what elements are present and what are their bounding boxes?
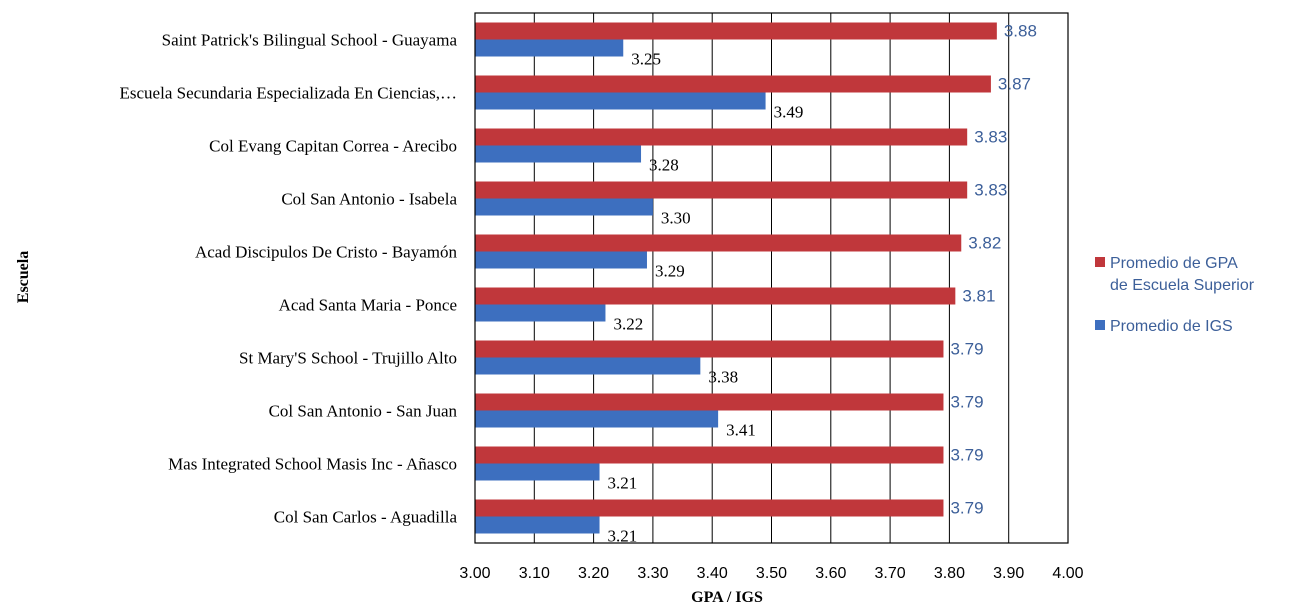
x-tick-label: 4.00 xyxy=(1052,565,1083,582)
data-label-igs: 3.21 xyxy=(608,527,638,546)
x-tick-label: 3.90 xyxy=(993,565,1024,582)
bar-gpa xyxy=(475,181,968,199)
bar-gpa xyxy=(475,340,944,358)
x-tick-label: 3.30 xyxy=(637,565,668,582)
bar-igs xyxy=(475,357,701,375)
category-label: Acad Santa Maria - Ponce xyxy=(279,296,457,315)
legend-label: de Escuela Superior xyxy=(1110,277,1255,294)
y-axis-title: Escuela xyxy=(15,251,32,303)
bar-gpa xyxy=(475,287,956,305)
bar-igs xyxy=(475,251,647,269)
x-tick-label: 3.40 xyxy=(697,565,728,582)
category-label: Mas Integrated School Masis Inc - Añasco xyxy=(168,455,457,474)
bar-gpa xyxy=(475,75,991,93)
plot-frame xyxy=(474,12,1069,544)
bar-igs xyxy=(475,198,653,216)
data-label-igs: 3.30 xyxy=(661,209,691,228)
data-label-gpa: 3.82 xyxy=(968,234,1001,253)
data-label-igs: 3.22 xyxy=(613,315,643,334)
x-tick-label: 3.50 xyxy=(756,565,787,582)
data-label-igs: 3.29 xyxy=(655,262,685,281)
category-label: Col San Antonio - San Juan xyxy=(269,402,458,421)
x-tick-label: 3.70 xyxy=(875,565,906,582)
bar-gpa xyxy=(475,234,962,252)
data-label-gpa: 3.79 xyxy=(950,499,983,518)
data-label-igs: 3.28 xyxy=(649,156,679,175)
legend-swatch xyxy=(1095,257,1105,267)
category-label: Escuela Secundaria Especializada En Cien… xyxy=(120,84,458,103)
data-label-igs: 3.38 xyxy=(708,368,738,387)
bar-gpa xyxy=(475,22,997,40)
data-label-igs: 3.49 xyxy=(774,103,804,122)
data-label-igs: 3.25 xyxy=(631,50,661,69)
data-label-gpa: 3.83 xyxy=(974,128,1007,147)
bar-igs xyxy=(475,463,600,481)
data-label-gpa: 3.88 xyxy=(1004,22,1037,41)
data-label-gpa: 3.81 xyxy=(962,287,995,306)
plot-border xyxy=(474,12,1069,544)
legend-label: Promedio de GPA xyxy=(1110,255,1238,272)
bars xyxy=(475,22,997,534)
bar-igs xyxy=(475,410,719,428)
x-tick-label: 3.20 xyxy=(578,565,609,582)
category-label: Col San Carlos - Aguadilla xyxy=(274,508,458,527)
bar-igs xyxy=(475,516,600,534)
legend-swatch xyxy=(1095,320,1105,330)
category-label: Acad Discipulos De Cristo - Bayamón xyxy=(195,243,458,262)
x-axis-title: GPA / IGS xyxy=(691,589,763,606)
data-label-igs: 3.41 xyxy=(726,421,756,440)
data-label-gpa: 3.87 xyxy=(998,75,1031,94)
x-tick-label: 3.80 xyxy=(934,565,965,582)
bar-gpa xyxy=(475,393,944,411)
x-tick-labels: 3.00 3.10 3.20 3.30 3.40 3.50 3.60 3.70 3.80 3.90… xyxy=(459,565,1083,582)
category-label: Col San Antonio - Isabela xyxy=(281,190,457,209)
bar-igs xyxy=(475,39,624,57)
bar-gpa xyxy=(475,499,944,517)
data-label-gpa: 3.79 xyxy=(950,393,983,412)
legend-label: Promedio de IGS xyxy=(1110,318,1233,335)
legend: Promedio de GPA de Escuela Superior Promed… xyxy=(1095,255,1255,335)
x-tick-label: 3.00 xyxy=(459,565,490,582)
category-label: St Mary'S School - Trujillo Alto xyxy=(239,349,457,368)
data-label-gpa: 3.79 xyxy=(950,446,983,465)
category-label: Col Evang Capitan Correa - Arecibo xyxy=(209,137,457,156)
category-labels: Saint Patrick's Bilingual School - Guaya… xyxy=(120,31,458,527)
data-label-igs: 3.21 xyxy=(608,474,638,493)
data-labels: 3.88 3.25 3.87 3.49 3.83 3.28 3.83 3.30 3.82 3.29… xyxy=(608,22,1037,546)
category-label: Saint Patrick's Bilingual School - Guaya… xyxy=(162,31,458,50)
data-label-gpa: 3.83 xyxy=(974,181,1007,200)
data-label-gpa: 3.79 xyxy=(950,340,983,359)
bar-igs xyxy=(475,145,642,163)
bar-gpa xyxy=(475,446,944,464)
x-tick-label: 3.10 xyxy=(519,565,550,582)
bar-igs xyxy=(475,304,606,322)
bar-gpa xyxy=(475,128,968,146)
x-tick-label: 3.60 xyxy=(815,565,846,582)
bar-igs xyxy=(475,92,766,110)
